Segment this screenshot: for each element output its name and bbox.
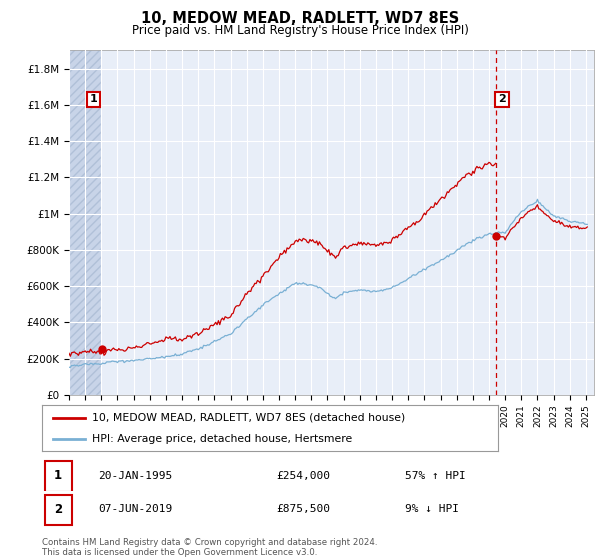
Bar	[69, 50, 101, 395]
Text: 2: 2	[54, 503, 62, 516]
Text: 2: 2	[498, 94, 506, 104]
Text: £875,500: £875,500	[277, 505, 331, 515]
Text: HPI: Average price, detached house, Hertsmere: HPI: Average price, detached house, Hert…	[92, 435, 352, 444]
Text: 57% ↑ HPI: 57% ↑ HPI	[404, 471, 466, 481]
Text: 20-JAN-1995: 20-JAN-1995	[98, 471, 172, 481]
FancyBboxPatch shape	[45, 495, 71, 525]
Text: 07-JUN-2019: 07-JUN-2019	[98, 505, 172, 515]
Text: 9% ↓ HPI: 9% ↓ HPI	[404, 505, 459, 515]
Text: Contains HM Land Registry data © Crown copyright and database right 2024.
This d: Contains HM Land Registry data © Crown c…	[42, 538, 377, 557]
Text: Price paid vs. HM Land Registry's House Price Index (HPI): Price paid vs. HM Land Registry's House …	[131, 24, 469, 36]
Text: 1: 1	[89, 94, 97, 104]
FancyBboxPatch shape	[45, 461, 71, 492]
Text: 10, MEDOW MEAD, RADLETT, WD7 8ES: 10, MEDOW MEAD, RADLETT, WD7 8ES	[141, 11, 459, 26]
Text: £254,000: £254,000	[277, 471, 331, 481]
Text: 1: 1	[54, 469, 62, 482]
Text: 10, MEDOW MEAD, RADLETT, WD7 8ES (detached house): 10, MEDOW MEAD, RADLETT, WD7 8ES (detach…	[92, 413, 406, 423]
